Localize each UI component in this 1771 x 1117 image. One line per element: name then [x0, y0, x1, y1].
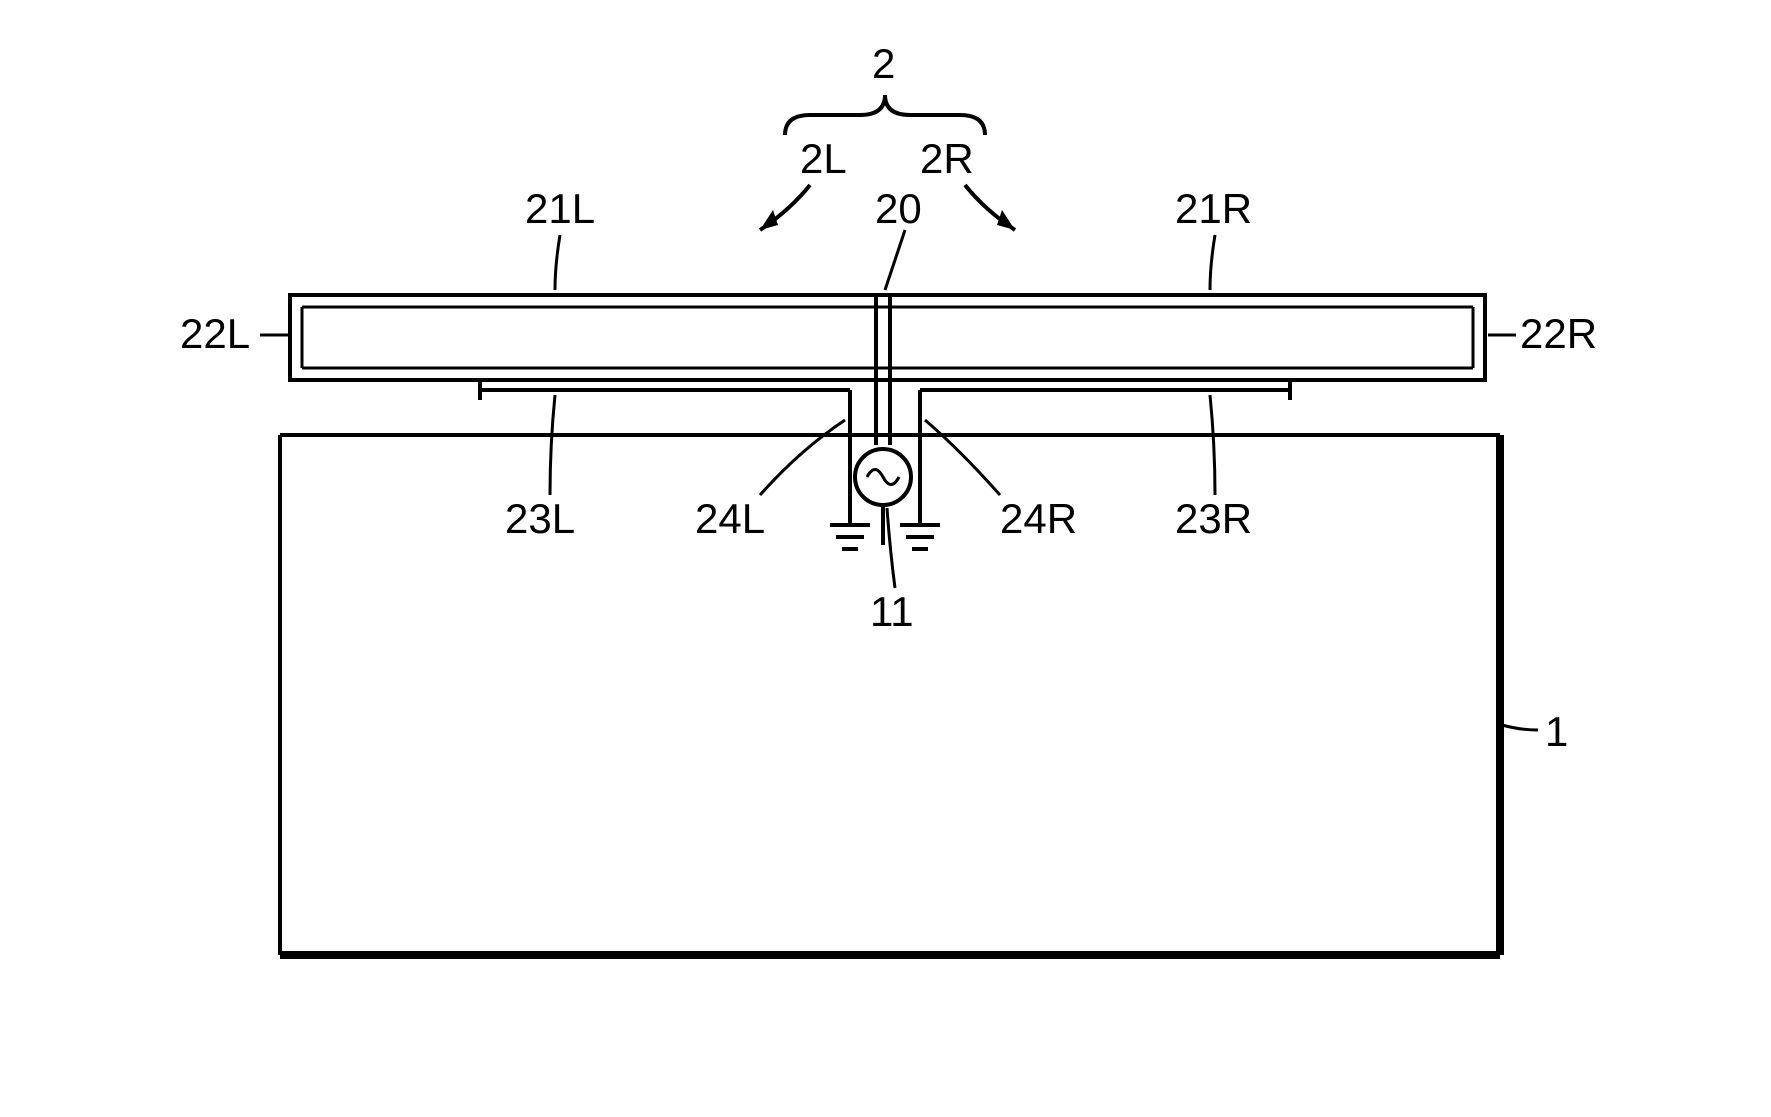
antenna-element	[290, 295, 1485, 380]
diagram-svg	[0, 0, 1771, 1117]
leader-1	[1502, 725, 1538, 730]
ground-right	[900, 490, 940, 549]
label-23R: 23R	[1175, 495, 1252, 543]
label-22R: 22R	[1520, 310, 1597, 358]
label-2R: 2R	[920, 135, 974, 183]
label-21R: 21R	[1175, 185, 1252, 233]
leader-24L	[760, 420, 845, 495]
ground-plane	[280, 435, 1500, 955]
leader-21R	[1210, 235, 1215, 290]
label-22L: 22L	[180, 310, 250, 358]
leader-23R	[1210, 395, 1215, 495]
feed-line	[876, 295, 890, 445]
label-1: 1	[1545, 708, 1568, 756]
brace-2	[785, 95, 985, 135]
label-24L: 24L	[695, 495, 765, 543]
label-21L: 21L	[525, 185, 595, 233]
leader-20	[885, 230, 905, 290]
arrow-2L	[760, 185, 810, 230]
antenna-schematic: 2 2L 2R 21L 21R 20 22L 22R 23L 23R 24L 2…	[0, 0, 1771, 1117]
leader-21L	[555, 235, 560, 290]
label-2: 2	[872, 40, 895, 88]
arrow-2R	[965, 185, 1015, 230]
leader-24R	[925, 420, 1000, 495]
label-23L: 23L	[505, 495, 575, 543]
label-24R: 24R	[1000, 495, 1077, 543]
label-11: 11	[870, 588, 914, 636]
label-20: 20	[875, 185, 922, 233]
label-2L: 2L	[800, 135, 847, 183]
leader-23L	[550, 395, 555, 495]
ac-source	[855, 449, 911, 545]
leader-11	[887, 508, 895, 588]
